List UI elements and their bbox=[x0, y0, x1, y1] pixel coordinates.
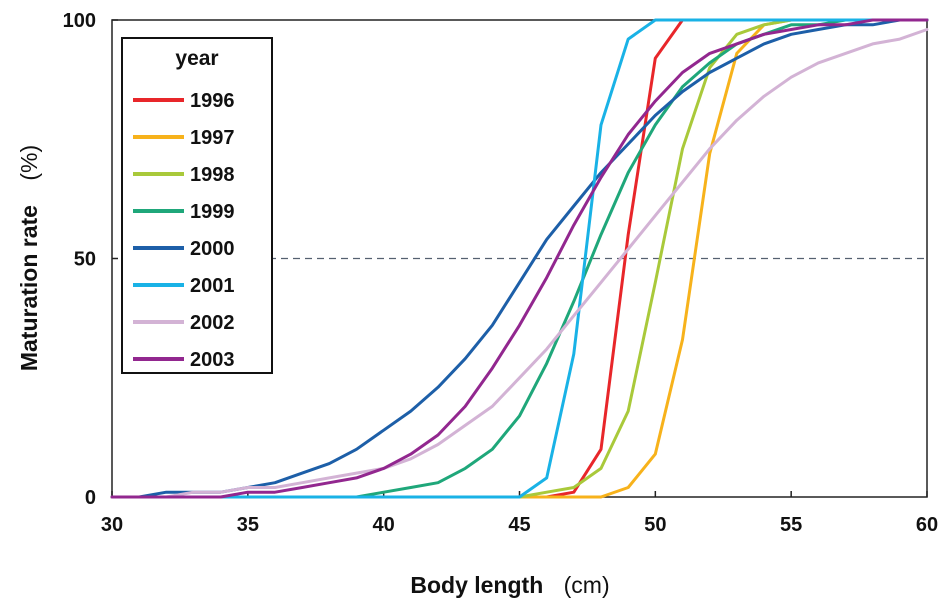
legend-items: 1996 1997 1998 1999 2000 2001 2002 2003 bbox=[133, 90, 235, 371]
y-tick-label: 100 bbox=[63, 10, 96, 32]
legend-label-1997: 1997 bbox=[190, 127, 235, 149]
x-axis-title: Body length (cm) bbox=[410, 572, 609, 598]
series-line-2001 bbox=[110, 18, 929, 499]
x-tick-label: 60 bbox=[916, 514, 938, 536]
legend-label-2003: 2003 bbox=[190, 349, 235, 371]
x-tick-label: 40 bbox=[373, 514, 395, 536]
legend-label-1999: 1999 bbox=[190, 201, 235, 223]
x-tick-label: 50 bbox=[644, 514, 666, 536]
y-axis-unit: (%) bbox=[16, 145, 42, 181]
x-tick-label: 35 bbox=[237, 514, 259, 536]
legend: year 1996 1997 1998 1999 2000 2001 2002 2003 bbox=[121, 37, 273, 374]
series-line-2003 bbox=[110, 18, 929, 499]
tick-layer: 30 35 40 45 50 55 60 0 50 100 bbox=[63, 10, 939, 536]
x-axis-unit: (cm) bbox=[564, 572, 610, 598]
legend-box bbox=[121, 37, 273, 374]
y-axis-title-text: Maturation rate bbox=[16, 205, 42, 371]
legend-label-1998: 1998 bbox=[190, 164, 235, 186]
series-layer bbox=[110, 18, 929, 499]
legend-label-2002: 2002 bbox=[190, 312, 235, 334]
x-tick-label: 30 bbox=[101, 514, 123, 536]
legend-label-2000: 2000 bbox=[190, 238, 235, 260]
x-axis-title-text: Body length bbox=[410, 572, 543, 598]
legend-label-2001: 2001 bbox=[190, 275, 235, 297]
legend-label-1996: 1996 bbox=[190, 90, 235, 112]
y-tick-label: 0 bbox=[85, 487, 96, 509]
legend-title: year bbox=[175, 47, 218, 70]
y-tick-label: 50 bbox=[74, 249, 96, 271]
x-tick-label: 45 bbox=[508, 514, 530, 536]
series-line-2002 bbox=[110, 28, 929, 499]
x-tick-label: 55 bbox=[780, 514, 802, 536]
y-axis-title: Maturation rate (%) bbox=[16, 145, 42, 371]
